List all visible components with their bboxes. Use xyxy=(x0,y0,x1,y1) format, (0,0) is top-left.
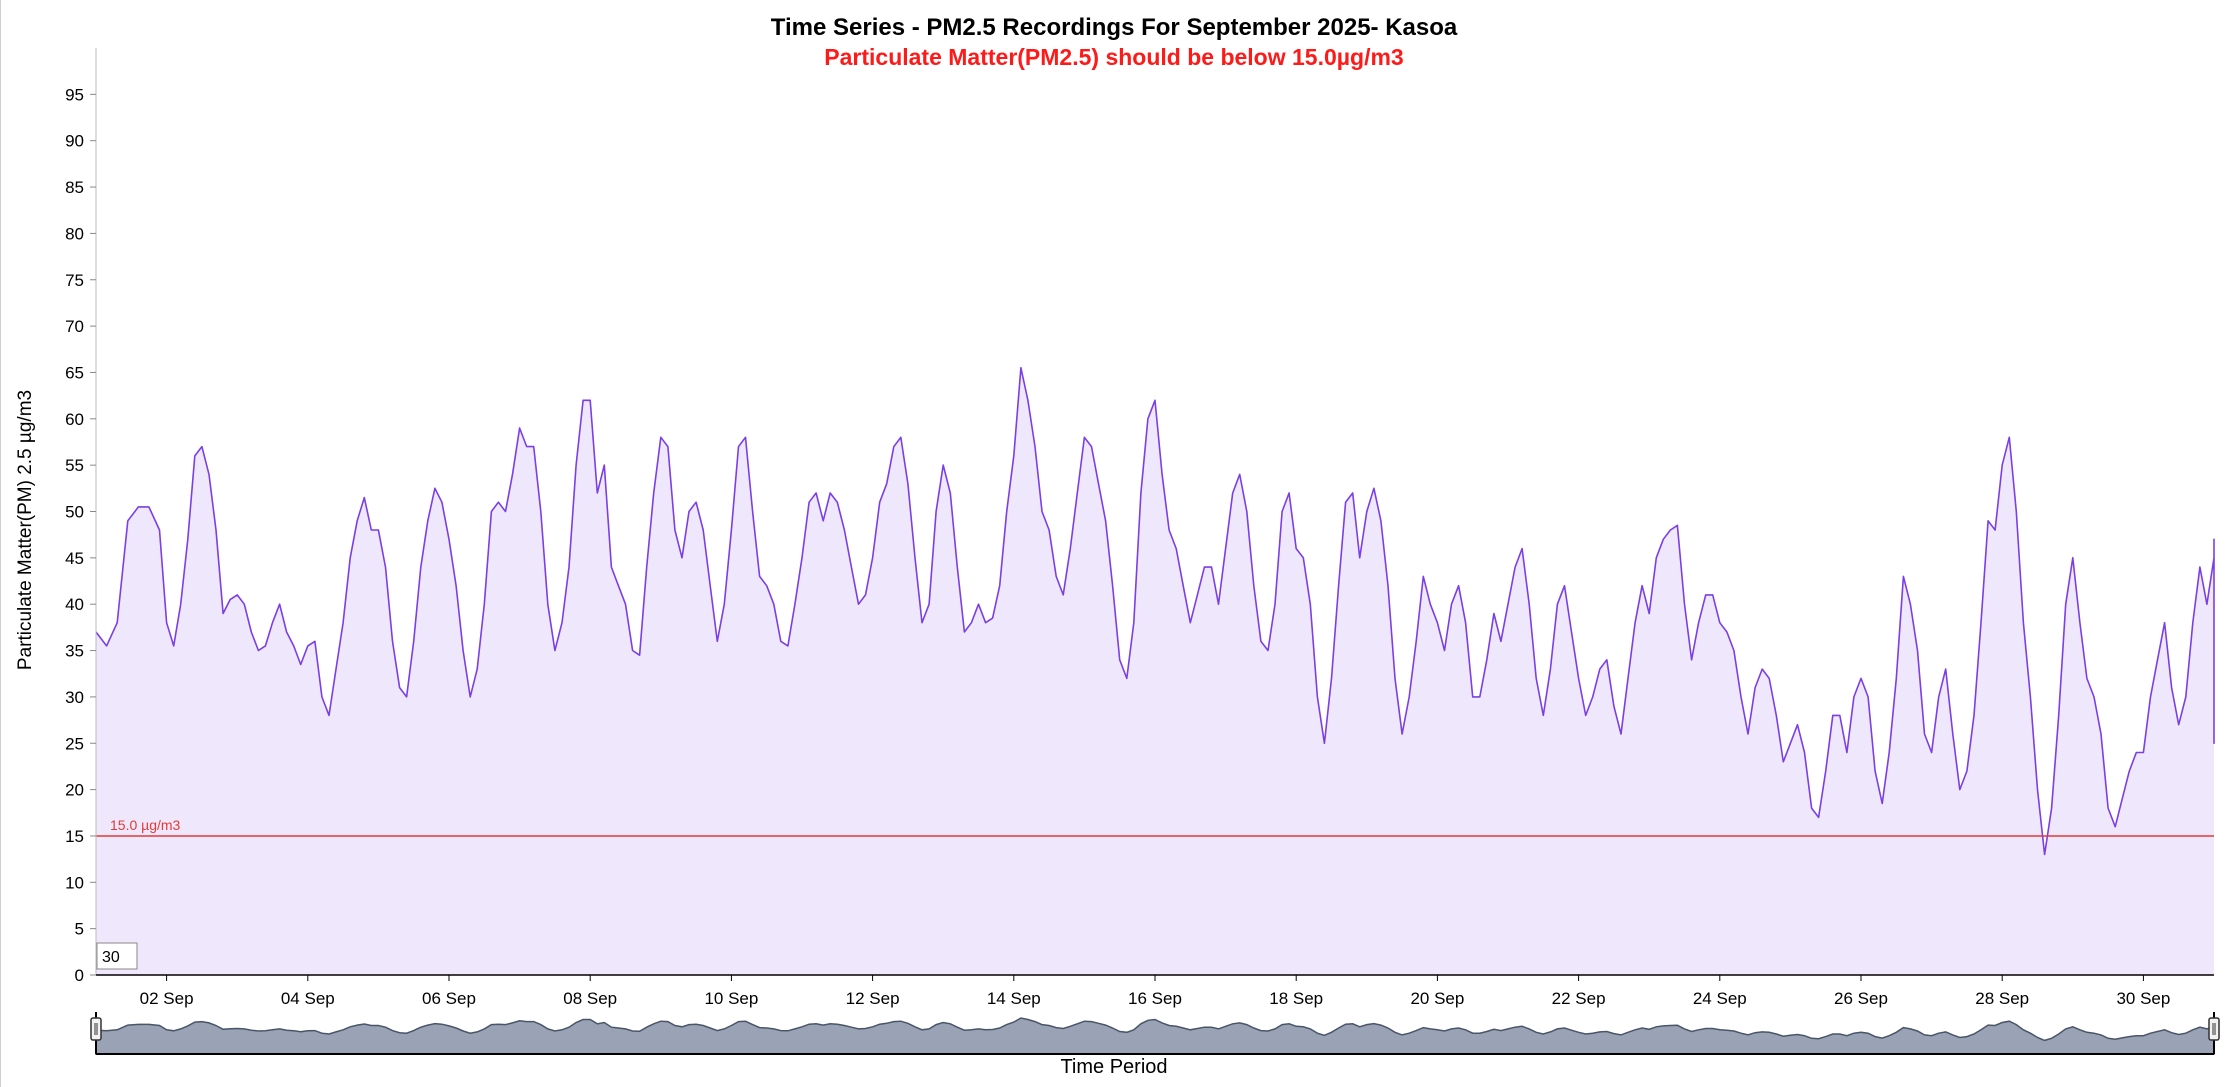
y-tick-label: 65 xyxy=(65,363,84,382)
y-tick-label: 30 xyxy=(65,688,84,707)
y-tick-label: 85 xyxy=(65,178,84,197)
y-tick-label: 20 xyxy=(65,781,84,800)
y-tick-label: 70 xyxy=(65,317,84,336)
chart-subtitle: Particulate Matter(PM2.5) should be belo… xyxy=(824,44,1403,70)
y-tick-label: 45 xyxy=(65,549,84,568)
y-tick-label: 10 xyxy=(65,873,84,892)
time-range-navigator[interactable] xyxy=(90,1012,2220,1055)
navigator-right-handle[interactable] xyxy=(2208,1017,2220,1041)
y-tick-label: 60 xyxy=(65,410,84,429)
y-tick-label: 0 xyxy=(75,966,84,985)
navigator-left-handle[interactable] xyxy=(90,1017,102,1041)
range-input-value: 30 xyxy=(102,949,120,966)
x-tick-label: 08 Sep xyxy=(563,989,617,1008)
y-tick-label: 5 xyxy=(75,920,84,939)
chart-title: Time Series - PM2.5 Recordings For Septe… xyxy=(771,14,1458,41)
y-tick-label: 40 xyxy=(65,595,84,614)
x-tick-label: 14 Sep xyxy=(987,989,1041,1008)
x-tick-label: 12 Sep xyxy=(846,989,900,1008)
y-tick-label: 35 xyxy=(65,642,84,661)
x-tick-label: 26 Sep xyxy=(1834,989,1888,1008)
range-input-frame xyxy=(96,942,138,970)
x-tick-label: 04 Sep xyxy=(281,989,335,1008)
x-tick-label: 22 Sep xyxy=(1552,989,1606,1008)
x-tick-label: 10 Sep xyxy=(704,989,758,1008)
y-tick-label: 75 xyxy=(65,271,84,290)
y-tick-label: 50 xyxy=(65,503,84,522)
y-tick-label: 15 xyxy=(65,827,84,846)
y-axis-label: Particulate Matter(PM) 2.5 µg/m3 xyxy=(15,390,36,670)
x-tick-label: 24 Sep xyxy=(1693,989,1747,1008)
pm25-series-line xyxy=(95,367,2215,856)
y-tick-label: 55 xyxy=(65,456,84,475)
y-tick-label: 80 xyxy=(65,224,84,243)
range-input-box[interactable]: 30 xyxy=(96,942,138,970)
x-tick-label: 28 Sep xyxy=(1975,989,2029,1008)
threshold-label: 15.0 µg/m3 xyxy=(110,817,181,833)
y-tick-label: 95 xyxy=(65,85,84,104)
x-tick-label: 06 Sep xyxy=(422,989,476,1008)
x-tick-label: 16 Sep xyxy=(1128,989,1182,1008)
left-page-rule xyxy=(0,0,1,1087)
x-tick-label: 18 Sep xyxy=(1269,989,1323,1008)
navigator-series-area xyxy=(95,1017,2215,1055)
series-area-fill xyxy=(96,367,2214,975)
x-axis-label: Time Period xyxy=(1060,1056,1167,1078)
y-tick-label: 25 xyxy=(65,734,84,753)
x-tick-label: 30 Sep xyxy=(2116,989,2170,1008)
plot-area: 15.0 µg/m3 0 5 10 15 20 25 30 35 40 45 50 55 60 65 70 75… xyxy=(65,48,2215,1008)
x-tick-label: 20 Sep xyxy=(1410,989,1464,1008)
x-tick-label: 02 Sep xyxy=(140,989,194,1008)
y-tick-label: 90 xyxy=(65,132,84,151)
